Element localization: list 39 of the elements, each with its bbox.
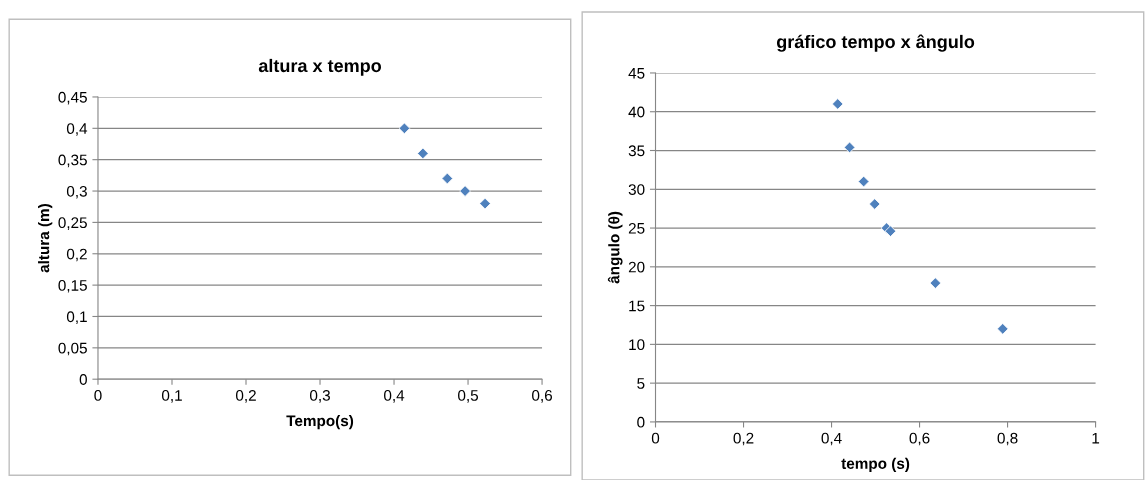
x-tick-label: 0,6 — [909, 432, 930, 446]
y-axis-title: ângulo (θ) — [607, 211, 623, 284]
x-tick-label: 0 — [651, 432, 660, 444]
x-tick-label: 0 — [94, 390, 102, 401]
y-tick-label: 0 — [637, 416, 645, 428]
y-tick-label: 0,05 — [58, 342, 87, 356]
y-tick-label: 40 — [628, 106, 645, 118]
y-tick-label: 0,3 — [66, 185, 87, 199]
x-tick-label: 0,6 — [532, 390, 553, 403]
y-tick-label: 0,1 — [66, 311, 87, 324]
y-tick-label: 0,35 — [58, 154, 87, 168]
chart-title: gráfico tempo x ângulo — [776, 34, 975, 52]
x-tick-label: 1 — [1092, 432, 1100, 444]
x-tick-label: 0,8 — [997, 432, 1018, 446]
y-tick-label: 0,25 — [58, 217, 87, 230]
x-tick-label: 0,1 — [161, 390, 182, 403]
y-axis-title: altura (m) — [38, 204, 53, 273]
y-tick-label: 5 — [637, 378, 645, 389]
x-tick-label: 0,2 — [733, 432, 754, 446]
y-tick-label: 15 — [629, 300, 645, 312]
x-tick-label: 0,5 — [458, 390, 479, 403]
x-tick-label: 0,3 — [310, 390, 330, 403]
y-tick-label: 0,4 — [66, 123, 88, 136]
y-tick-label: 35 — [628, 145, 645, 157]
y-tick-label: 0,45 — [58, 91, 87, 105]
x-tick-label: 0,2 — [235, 390, 256, 403]
x-axis-title: tempo (s) — [841, 457, 910, 472]
y-tick-label: 30 — [628, 184, 645, 195]
y-tick-label: 10 — [629, 339, 645, 351]
y-tick-label: 25 — [628, 222, 645, 234]
x-tick-label: 0,4 — [384, 390, 405, 403]
chart-title: altura x tempo — [258, 58, 382, 76]
y-tick-label: 20 — [628, 261, 645, 273]
y-tick-label: 45 — [628, 67, 645, 79]
y-tick-label: 0 — [79, 374, 87, 385]
x-axis-title: Tempo(s) — [286, 414, 354, 430]
y-tick-label: 0,2 — [66, 248, 87, 262]
x-tick-label: 0,4 — [821, 432, 842, 446]
y-tick-label: 0,15 — [58, 279, 87, 293]
